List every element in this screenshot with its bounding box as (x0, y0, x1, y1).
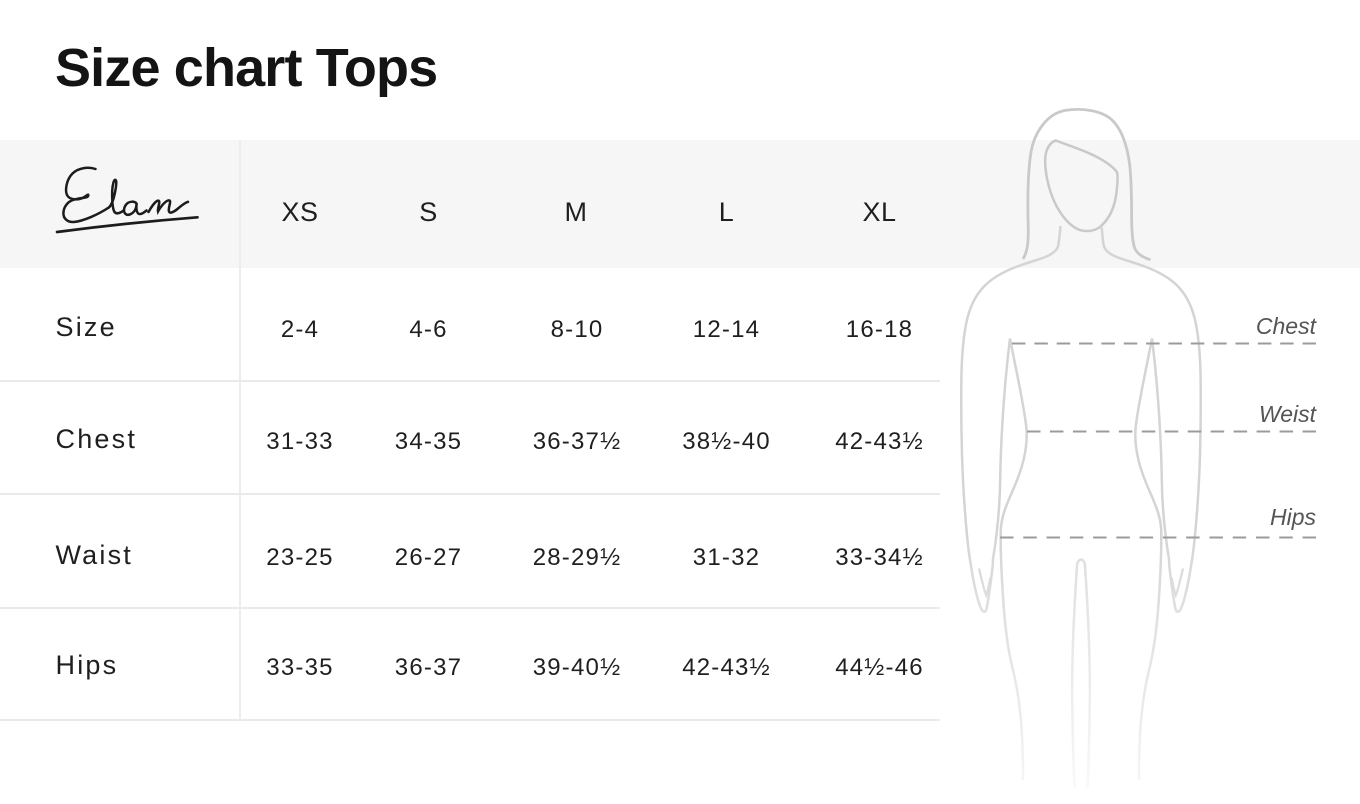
svg-text:Weist: Weist (1259, 401, 1318, 427)
svg-text:Chest: Chest (1256, 313, 1318, 339)
svg-text:Hips: Hips (1270, 504, 1317, 530)
